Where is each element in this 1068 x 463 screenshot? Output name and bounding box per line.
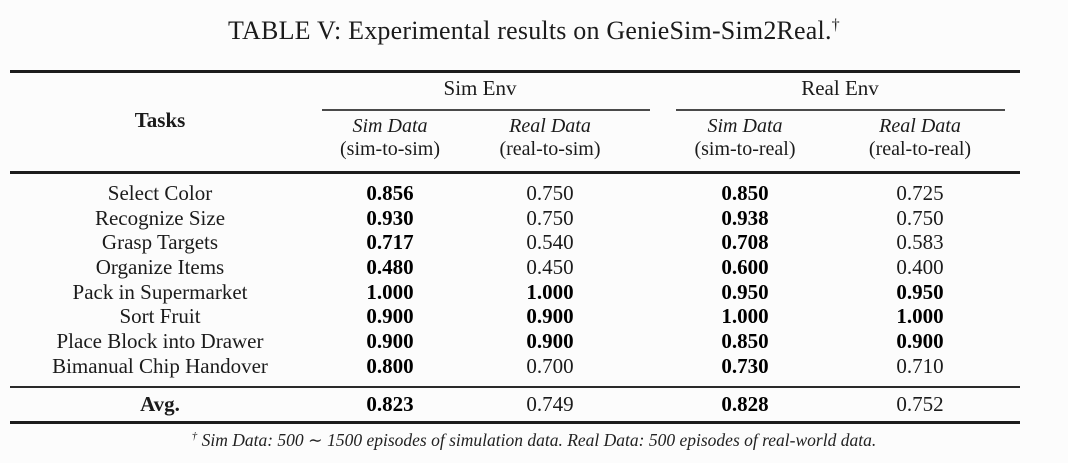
avg-label: Avg. (140, 392, 180, 416)
footnote-dagger: † (191, 430, 198, 443)
task-name: Pack in Supermarket (72, 279, 248, 304)
column-header-name: Real Data (509, 115, 591, 137)
value-cell: 0.400 (896, 254, 944, 279)
value-cell: 0.583 (896, 230, 944, 255)
table-caption-text: TABLE V: Experimental results on GenieSi… (228, 16, 832, 45)
task-name: Bimanual Chip Handover (52, 353, 268, 378)
value-cell: 0.730 (721, 353, 769, 378)
value-cell: 0.900 (526, 304, 574, 329)
sim-env-underline (322, 109, 650, 111)
value-cell: 0.725 (896, 180, 944, 205)
column-header-sub: (real-to-real) (868, 138, 972, 160)
value-cell: 1.000 (721, 304, 769, 329)
tasks-column-header: Tasks (134, 108, 186, 132)
value-cell: 0.850 (721, 328, 769, 353)
value-cell: 0.900 (366, 328, 414, 353)
value-cell: 1.000 (366, 279, 414, 304)
column-header-sub: (real-to-sim) (499, 138, 601, 160)
task-name: Organize Items (95, 254, 225, 279)
value-cell: 0.930 (366, 205, 414, 230)
avg-row-container: Avg. 0.823 0.749 0.828 0.752 (10, 391, 1020, 418)
value-cell: 0.540 (526, 230, 574, 255)
value-cell: 0.750 (896, 205, 944, 230)
column-header: Sim Data (sim-to-sim) (310, 115, 470, 161)
column-header: Real Data (real-to-real) (840, 115, 1000, 161)
value-cell: 1.000 (526, 279, 574, 304)
value-cell: 0.750 (526, 205, 574, 230)
value-cell: 0.749 (526, 392, 574, 416)
value-cell: 0.900 (526, 328, 574, 353)
table-row: Grasp Targets 0.717 0.540 0.708 0.583 (10, 230, 1020, 255)
real-env-underline (676, 109, 1005, 111)
value-cell: 0.710 (896, 353, 944, 378)
group-header-sim-env: Sim Env (443, 76, 517, 100)
results-table: Tasks Sim Env Real Env Sim Data (sim-to-… (10, 70, 1020, 424)
table-row: Select Color 0.856 0.750 0.850 0.725 (10, 181, 1020, 206)
avg-separator-rule (10, 386, 1020, 388)
header-bottom-rule (10, 171, 1020, 174)
bottom-rule (10, 421, 1020, 424)
footnote-text: Sim Data: 500 ∼ 1500 episodes of simulat… (201, 430, 877, 450)
task-name: Grasp Targets (101, 230, 219, 255)
table-row: Sort Fruit 0.900 0.900 1.000 1.000 (10, 304, 1020, 329)
table-caption: TABLE V: Experimental results on GenieSi… (0, 16, 1068, 46)
value-cell: 0.900 (366, 304, 414, 329)
value-cell: 0.828 (721, 392, 769, 416)
value-cell: 0.717 (366, 230, 414, 255)
column-header-name: Sim Data (352, 115, 428, 137)
sub-header-row: Sim Data (sim-to-sim) Real Data (real-to… (10, 115, 1020, 161)
value-cell: 0.950 (721, 279, 769, 304)
value-cell: 0.938 (721, 205, 769, 230)
column-header-name: Real Data (879, 115, 961, 137)
value-cell: 0.480 (366, 254, 414, 279)
group-header-row: Sim Env Real Env (10, 76, 1020, 101)
value-cell: 1.000 (896, 304, 944, 329)
task-name: Select Color (107, 180, 213, 205)
value-cell: 0.900 (896, 328, 944, 353)
value-cell: 0.950 (896, 279, 944, 304)
table-footnote: † Sim Data: 500 ∼ 1500 episodes of simul… (0, 430, 1068, 451)
table-row: Pack in Supermarket 1.000 1.000 0.950 0.950 (10, 280, 1020, 305)
caption-dagger: † (831, 16, 840, 34)
value-cell: 0.600 (721, 254, 769, 279)
task-name: Recognize Size (94, 205, 226, 230)
value-cell: 0.856 (366, 180, 414, 205)
value-cell: 0.850 (721, 180, 769, 205)
task-name: Place Block into Drawer (56, 328, 264, 353)
column-header: Sim Data (sim-to-real) (665, 115, 825, 161)
value-cell: 0.823 (366, 392, 414, 416)
value-cell: 0.450 (526, 254, 574, 279)
column-header: Real Data (real-to-sim) (470, 115, 630, 161)
column-header-sub: (sim-to-sim) (340, 138, 440, 160)
avg-row: Avg. 0.823 0.749 0.828 0.752 (10, 391, 1020, 418)
table-row: Recognize Size 0.930 0.750 0.938 0.750 (10, 206, 1020, 231)
table-body: Select Color 0.856 0.750 0.850 0.725 Recogniz… (10, 181, 1020, 379)
group-header-real-env: Real Env (801, 76, 879, 100)
value-cell: 0.752 (896, 392, 944, 416)
table-row: Place Block into Drawer 0.900 0.900 0.850 0.… (10, 329, 1020, 354)
value-cell: 0.700 (526, 353, 574, 378)
value-cell: 0.750 (526, 180, 574, 205)
table-row: Organize Items 0.480 0.450 0.600 0.400 (10, 255, 1020, 280)
value-cell: 0.708 (721, 230, 769, 255)
table-row: Bimanual Chip Handover 0.800 0.700 0.730 0.7… (10, 354, 1020, 379)
task-name: Sort Fruit (119, 304, 201, 329)
top-rule (10, 70, 1020, 73)
column-header-name: Sim Data (707, 115, 783, 137)
column-header-sub: (sim-to-real) (694, 138, 796, 160)
value-cell: 0.800 (366, 353, 414, 378)
